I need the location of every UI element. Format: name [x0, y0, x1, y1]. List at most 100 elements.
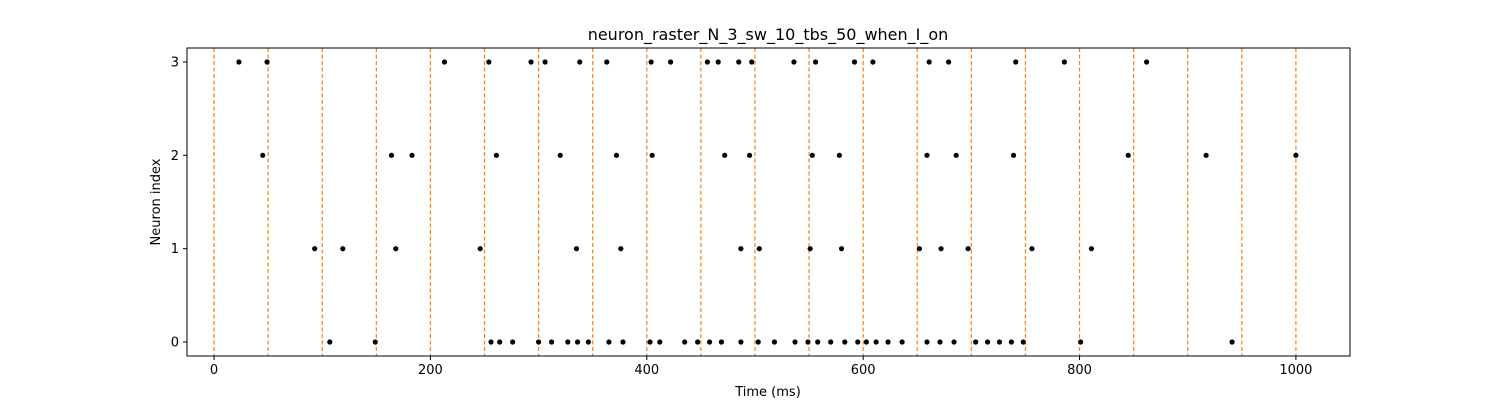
x-axis-ticks: 0 200 400 600 800 1000 — [210, 356, 1312, 378]
spike-point — [1013, 59, 1019, 65]
spike-point — [899, 339, 905, 345]
spike-point — [937, 339, 943, 345]
spike-point — [649, 152, 655, 158]
x-tick-label: 800 — [1067, 363, 1092, 378]
spike-point — [722, 152, 728, 158]
spike-point — [606, 339, 612, 345]
spike-point — [1020, 339, 1026, 345]
spike-point — [548, 339, 555, 345]
spike-point — [870, 59, 876, 65]
x-tick-label: 1000 — [1279, 363, 1312, 378]
spike-point — [842, 339, 848, 345]
spike-point — [836, 152, 842, 158]
spike-point — [657, 339, 663, 345]
spike-point — [477, 246, 483, 252]
spike-point — [497, 339, 503, 345]
y-axis-label: Neuron index — [149, 158, 164, 245]
spike-point — [1078, 339, 1084, 345]
spike-point — [486, 59, 492, 65]
spike-point — [809, 152, 815, 158]
spike-point — [885, 339, 891, 345]
spike-point — [771, 339, 778, 345]
spike-point — [1061, 59, 1067, 65]
spike-point — [528, 59, 534, 65]
spike-point — [973, 339, 979, 345]
spike-point — [996, 339, 1003, 345]
spike-point — [706, 339, 713, 345]
spike-point — [828, 339, 834, 345]
spike-point — [1229, 339, 1235, 345]
spike-point — [1010, 152, 1017, 158]
spike-point — [746, 152, 753, 158]
spike-point — [236, 59, 242, 65]
x-axis-label: Time (ms) — [734, 385, 801, 400]
spike-point — [838, 246, 845, 252]
spike-point — [409, 152, 415, 158]
x-tick-label: 200 — [418, 363, 443, 378]
spike-point — [863, 339, 870, 345]
spike-point — [647, 339, 653, 345]
spike-point — [585, 339, 591, 345]
spike-point — [327, 339, 333, 345]
spike-point — [715, 59, 721, 65]
spike-point — [695, 339, 701, 345]
spike-point — [1029, 246, 1035, 252]
spike-point — [812, 59, 819, 65]
spike-point — [565, 339, 571, 345]
spike-point — [667, 59, 674, 65]
spike-point — [573, 246, 580, 252]
spike-point — [648, 59, 654, 65]
spike-point — [873, 339, 879, 345]
spike-point — [1203, 152, 1209, 158]
spike-point — [372, 339, 378, 345]
spike-point — [542, 59, 548, 65]
spike-point — [916, 246, 923, 252]
x-tick-label: 600 — [851, 363, 876, 378]
y-tick-label: 2 — [171, 149, 179, 164]
spike-point — [1125, 152, 1131, 158]
spike-point — [574, 339, 581, 345]
spike-point — [488, 339, 494, 345]
spike-point — [388, 152, 395, 158]
spike-point — [938, 246, 944, 252]
spike-point — [749, 59, 755, 65]
vertical-lines — [213, 48, 1297, 356]
spike-point — [953, 152, 959, 158]
spike-point — [264, 59, 270, 65]
spike-point — [718, 339, 725, 345]
spike-point — [851, 59, 858, 65]
spike-point — [393, 246, 399, 252]
spike-markers — [236, 59, 1299, 345]
spike-point — [536, 339, 542, 345]
y-tick-label: 0 — [171, 336, 179, 351]
spike-point — [510, 339, 516, 345]
spike-point — [815, 339, 821, 345]
spike-point — [946, 59, 952, 65]
spike-point — [755, 339, 761, 345]
spike-point — [613, 152, 620, 158]
spike-point — [791, 59, 797, 65]
spike-point — [577, 59, 583, 65]
spike-point — [1088, 246, 1095, 252]
spike-point — [924, 339, 930, 345]
spike-point — [805, 339, 811, 345]
spike-point — [620, 339, 626, 345]
y-tick-label: 1 — [171, 242, 179, 257]
spike-point — [738, 339, 744, 345]
spike-point — [682, 339, 688, 345]
chart-title: neuron_raster_N_3_sw_10_tbs_50_when_I_on — [588, 25, 949, 45]
spike-point — [1008, 339, 1014, 345]
spike-point — [855, 339, 861, 345]
spike-point — [926, 59, 932, 65]
spike-point — [704, 59, 710, 65]
spike-point — [604, 59, 610, 65]
spike-point — [441, 59, 448, 65]
spike-point — [260, 152, 266, 158]
spike-point — [340, 246, 346, 252]
spike-point — [984, 339, 991, 345]
spike-point — [493, 152, 500, 158]
spike-point — [1293, 152, 1299, 158]
x-tick-label: 400 — [634, 363, 659, 378]
spike-point — [965, 246, 971, 252]
